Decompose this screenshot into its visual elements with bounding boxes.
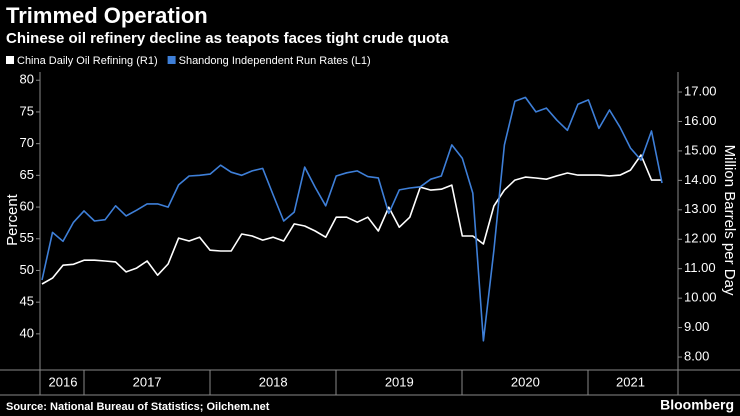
y-tick-label: 75 (20, 103, 34, 118)
y2-tick-label: 12.00 (684, 231, 717, 246)
y-tick-label: 40 (20, 325, 34, 340)
y2-tick-label: 10.00 (684, 290, 717, 305)
y-tick-label: 70 (20, 135, 34, 150)
chart-subtitle: Chinese oil refinery decline as teapots … (6, 30, 449, 47)
x-tick-label: 2017 (133, 374, 162, 389)
y-tick-label: 65 (20, 167, 34, 182)
y-tick-label: 60 (20, 198, 34, 213)
series-line (41, 96, 663, 342)
y2-tick-label: 17.00 (684, 83, 717, 98)
y-tick-label: 80 (20, 72, 34, 87)
legend-label: Shandong Independent Run Rates (L1) (179, 55, 371, 67)
x-tick-label: 2016 (49, 374, 78, 389)
y-tick-label: 45 (20, 294, 34, 309)
y-tick-label: 50 (20, 262, 34, 277)
legend-swatch (6, 56, 14, 64)
legend-swatch (167, 56, 176, 64)
x-tick-label: 2020 (511, 374, 540, 389)
legend-label: China Daily Oil Refining (R1) (17, 55, 158, 67)
y2-tick-label: 14.00 (684, 172, 717, 187)
y-tick-label: 55 (20, 230, 34, 245)
x-tick-label: 2021 (616, 374, 645, 389)
series-line (41, 154, 662, 285)
y2-tick-label: 16.00 (684, 113, 717, 128)
y2-tick-label: 8.00 (684, 348, 709, 363)
y2-tick-label: 13.00 (684, 201, 717, 216)
source: Source: National Bureau of Statistics; O… (6, 401, 270, 413)
brand: Bloomberg (660, 397, 734, 413)
y2-tick-label: 11.00 (684, 260, 716, 275)
chart-title: Trimmed Operation (6, 3, 208, 28)
y2-tick-label: 9.00 (684, 319, 709, 334)
y2-tick-label: 15.00 (684, 142, 717, 157)
x-tick-label: 2018 (259, 374, 288, 389)
y-axis-title: Percent (4, 193, 21, 246)
x-tick-label: 2019 (385, 374, 414, 389)
y2-axis-title: Million Barrels per Day (721, 145, 738, 296)
